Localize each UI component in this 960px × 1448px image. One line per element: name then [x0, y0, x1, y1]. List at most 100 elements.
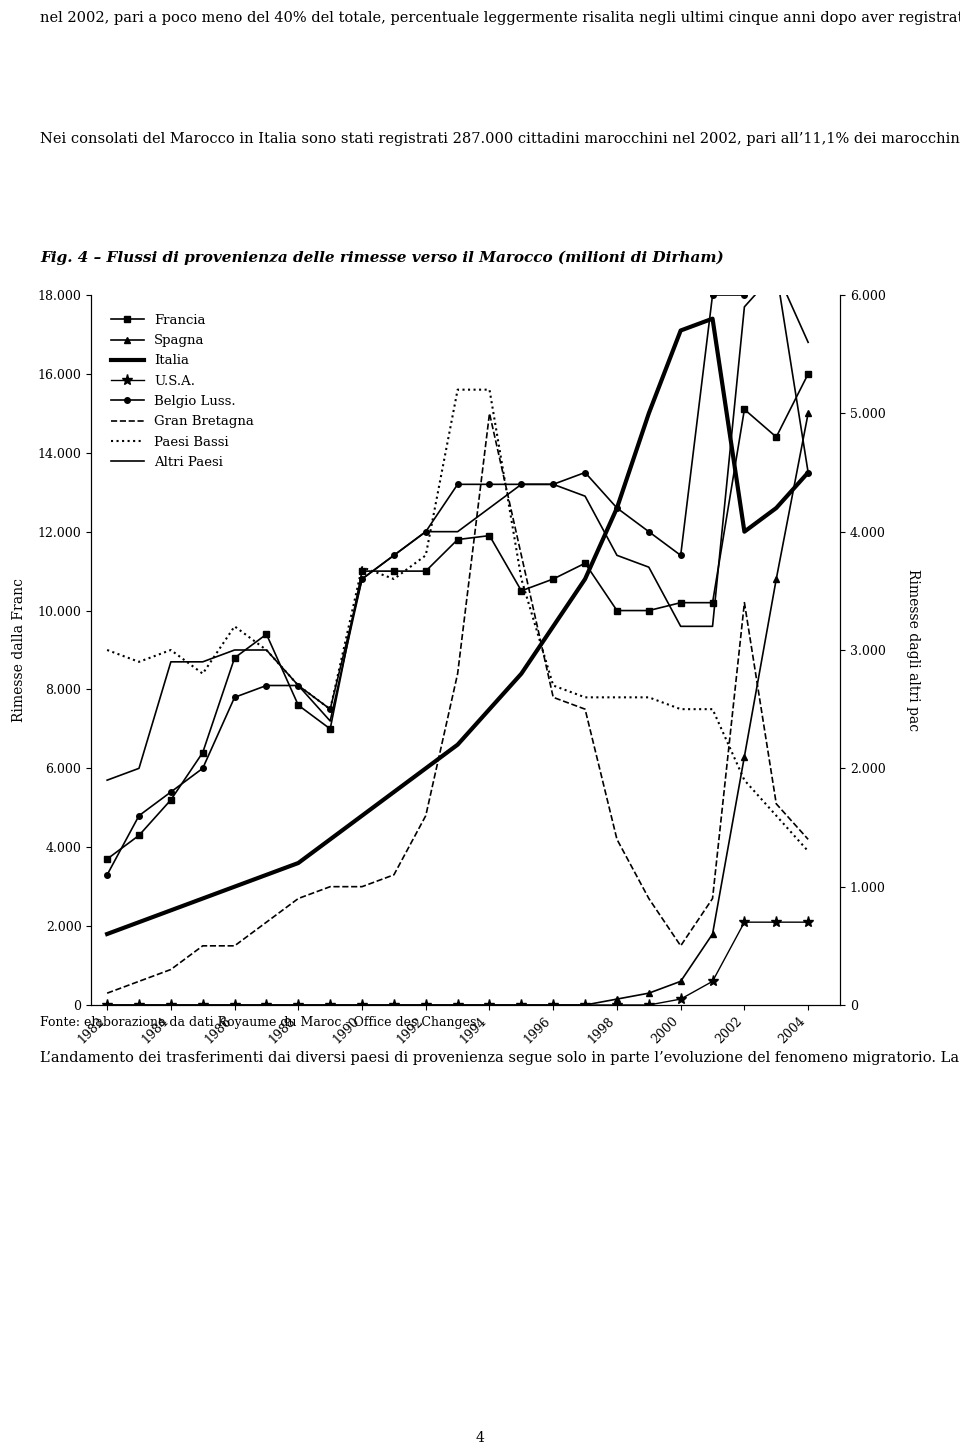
- Francia: [643, 602, 655, 620]
- U.S.A.: [612, 996, 623, 1014]
- Spagna: [675, 973, 686, 990]
- Italia: [388, 783, 399, 801]
- Belgio Luss.: [516, 475, 527, 492]
- Italia: [228, 877, 240, 895]
- Altri Paesi: [675, 618, 686, 636]
- Italia: [707, 310, 718, 327]
- Spagna: [738, 747, 750, 765]
- Altri Paesi: [612, 547, 623, 565]
- Italia: [547, 618, 559, 636]
- Text: 4: 4: [475, 1431, 485, 1445]
- U.S.A.: [738, 914, 750, 931]
- Paesi Bassi: [420, 547, 432, 565]
- Paesi Bassi: [771, 807, 782, 824]
- Paesi Bassi: [197, 665, 208, 682]
- Belgio Luss.: [452, 475, 464, 492]
- U.S.A.: [420, 996, 432, 1014]
- Belgio Luss.: [612, 500, 623, 517]
- Gran Bretagna: [771, 795, 782, 812]
- Francia: [356, 562, 368, 579]
- Belgio Luss.: [356, 571, 368, 588]
- Belgio Luss.: [102, 866, 113, 883]
- Spagna: [612, 990, 623, 1008]
- Italia: [738, 523, 750, 540]
- U.S.A.: [675, 990, 686, 1008]
- Spagna: [516, 996, 527, 1014]
- Italia: [165, 902, 177, 919]
- Altri Paesi: [324, 712, 336, 730]
- Belgio Luss.: [293, 676, 304, 694]
- Spagna: [133, 996, 145, 1014]
- Francia: [452, 531, 464, 549]
- Belgio Luss.: [675, 547, 686, 565]
- Spagna: [197, 996, 208, 1014]
- Francia: [738, 401, 750, 418]
- Francia: [516, 582, 527, 599]
- Gran Bretagna: [420, 807, 432, 824]
- Spagna: [324, 996, 336, 1014]
- Spagna: [293, 996, 304, 1014]
- Gran Bretagna: [707, 891, 718, 908]
- Gran Bretagna: [388, 866, 399, 883]
- U.S.A.: [516, 996, 527, 1014]
- Francia: [197, 744, 208, 762]
- Y-axis label: Rimesse dalla Franc: Rimesse dalla Franc: [12, 578, 27, 723]
- Italia: [102, 925, 113, 943]
- Italia: [675, 321, 686, 339]
- Belgio Luss.: [420, 523, 432, 540]
- Spagna: [452, 996, 464, 1014]
- Paesi Bassi: [484, 381, 495, 398]
- Francia: [707, 594, 718, 611]
- U.S.A.: [197, 996, 208, 1014]
- Line: Gran Bretagna: Gran Bretagna: [108, 413, 808, 993]
- Belgio Luss.: [547, 475, 559, 492]
- Altri Paesi: [452, 523, 464, 540]
- Paesi Bassi: [547, 676, 559, 694]
- Altri Paesi: [293, 676, 304, 694]
- Belgio Luss.: [707, 287, 718, 304]
- Francia: [579, 555, 590, 572]
- Altri Paesi: [420, 523, 432, 540]
- Altri Paesi: [484, 500, 495, 517]
- Spagna: [547, 996, 559, 1014]
- Italia: [452, 736, 464, 753]
- Spagna: [707, 925, 718, 943]
- Line: U.S.A.: U.S.A.: [102, 917, 814, 1011]
- Paesi Bassi: [707, 701, 718, 718]
- Altri Paesi: [547, 475, 559, 492]
- Spagna: [484, 996, 495, 1014]
- Italia: [324, 831, 336, 849]
- U.S.A.: [133, 996, 145, 1014]
- Spagna: [356, 996, 368, 1014]
- Paesi Bassi: [102, 641, 113, 659]
- Spagna: [228, 996, 240, 1014]
- U.S.A.: [261, 996, 273, 1014]
- Paesi Bassi: [261, 641, 273, 659]
- U.S.A.: [643, 996, 655, 1014]
- Line: Francia: Francia: [105, 371, 811, 862]
- Text: Fonte: elaborazione da dati Royaume du Maroc - Office des Changes: Fonte: elaborazione da dati Royaume du M…: [40, 1016, 477, 1030]
- Francia: [388, 562, 399, 579]
- Text: Fig. 4 – Flussi di provenienza delle rimesse verso il Marocco (milioni di Dirham: Fig. 4 – Flussi di provenienza delle rim…: [40, 251, 724, 265]
- U.S.A.: [293, 996, 304, 1014]
- Text: Nei consolati del Marocco in Italia sono stati registrati 287.000 cittadini maro: Nei consolati del Marocco in Italia sono…: [40, 132, 960, 145]
- Belgio Luss.: [228, 689, 240, 707]
- Francia: [612, 602, 623, 620]
- Paesi Bassi: [579, 689, 590, 707]
- Belgio Luss.: [484, 475, 495, 492]
- Altri Paesi: [261, 641, 273, 659]
- Spagna: [420, 996, 432, 1014]
- Altri Paesi: [803, 333, 814, 350]
- U.S.A.: [579, 996, 590, 1014]
- U.S.A.: [388, 996, 399, 1014]
- U.S.A.: [803, 914, 814, 931]
- U.S.A.: [484, 996, 495, 1014]
- Gran Bretagna: [228, 937, 240, 954]
- Belgio Luss.: [197, 760, 208, 778]
- Altri Paesi: [388, 547, 399, 565]
- Altri Paesi: [738, 298, 750, 316]
- Francia: [484, 527, 495, 544]
- Altri Paesi: [197, 653, 208, 670]
- Italia: [261, 866, 273, 883]
- Spagna: [579, 996, 590, 1014]
